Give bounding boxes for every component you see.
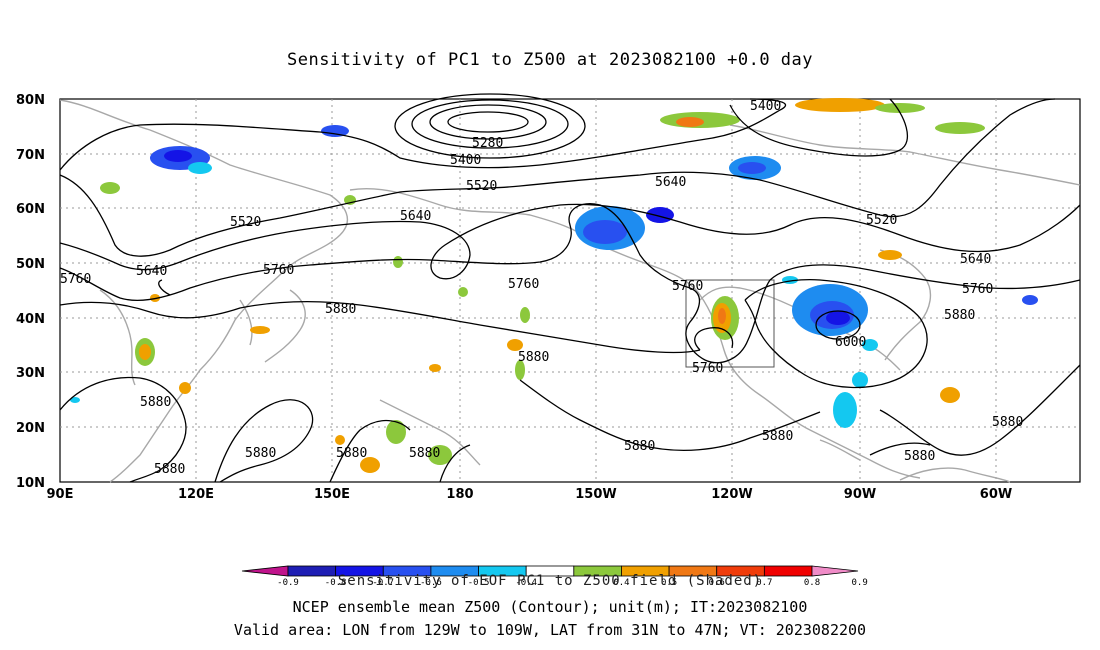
colorbar-tick-label: 0.7 — [756, 578, 772, 588]
lat-label: 50N — [16, 257, 45, 272]
footer-line-1: Sensitivity of EOF PC1 to Z500 field (Sh… — [337, 573, 763, 589]
colorbar-tick-label: -0.6 — [420, 578, 442, 588]
contour-label: 5880 — [336, 446, 367, 461]
chart-title: Sensitivity of PC1 to Z500 at 2023082100… — [286, 50, 813, 70]
contour-label: 5520 — [866, 213, 897, 228]
lon-label: 60W — [980, 487, 1012, 502]
gridlines — [60, 99, 1080, 482]
contour-label: 6000 — [835, 335, 866, 350]
contour-label: 5760 — [263, 263, 294, 278]
contour-label: 5880 — [624, 439, 655, 454]
contour-label: 5880 — [518, 350, 549, 365]
contour-label: 5280 — [472, 136, 503, 151]
sensitivity-shading — [70, 98, 1038, 473]
lon-label: 150W — [575, 487, 616, 502]
coastlines — [59, 99, 1081, 483]
colorbar: -0.9 -0.8 -0.7 -0.6 -0.5 -0.4 0.4 0.5 0.6 0.7 0.8 0… — [241, 565, 868, 588]
contour-label: 5880 — [762, 429, 793, 444]
contour-label: 5880 — [325, 302, 356, 317]
contour-labels: 5400 5280 5400 5520 5520 5640 5640 5640 … — [60, 99, 1023, 477]
lon-label: 90W — [844, 487, 876, 502]
colorbar-tick-label: -0.9 — [277, 578, 299, 588]
lon-label: 180 — [446, 487, 473, 502]
contour-label: 5760 — [962, 282, 993, 297]
lat-label: 20N — [16, 421, 45, 436]
lat-label: 60N — [16, 202, 45, 217]
contour-label: 5400 — [450, 153, 481, 168]
contour-label: 5760 — [692, 361, 723, 376]
colorbar-tick-label: -0.7 — [372, 578, 394, 588]
footer-line-2: NCEP ensemble mean Z500 (Contour); unit(… — [292, 598, 808, 616]
contour-label: 5880 — [140, 395, 171, 410]
colorbar-tick-label: 0.9 — [852, 578, 868, 588]
colorbar-tick-label: 0.5 — [661, 578, 677, 588]
lon-label: 150E — [314, 487, 350, 502]
colorbar-tick-label: 0.6 — [709, 578, 725, 588]
contour-label: 5880 — [245, 446, 276, 461]
contour-label: 5880 — [944, 308, 975, 323]
contour-label: 5520 — [230, 215, 261, 230]
colorbar-tick-label: -0.5 — [468, 578, 490, 588]
map-frame — [59, 98, 1081, 483]
contour-label: 5640 — [960, 252, 991, 267]
contour-label: 5880 — [992, 415, 1023, 430]
colorbar-tick-label: -0.4 — [515, 578, 537, 588]
lat-label: 10N — [16, 476, 45, 491]
colorbar-segment — [811, 565, 859, 577]
latitude-labels: 80N 70N 60N 50N 40N 30N 20N 10N — [16, 93, 45, 491]
contour-label: 5640 — [655, 175, 686, 190]
lat-label: 30N — [16, 366, 45, 381]
contour-label: 5880 — [904, 449, 935, 464]
lon-label: 90E — [47, 487, 74, 502]
contour-label: 5640 — [136, 264, 167, 279]
colorbar-tick-label: -0.8 — [325, 578, 347, 588]
lat-label: 70N — [16, 148, 45, 163]
contour-label: 5760 — [672, 279, 703, 294]
contour-label: 5880 — [154, 462, 185, 477]
valid-area-box — [685, 279, 775, 368]
z500-contours — [59, 93, 1081, 483]
lon-label: 120E — [178, 487, 214, 502]
lat-label: 40N — [16, 312, 45, 327]
contour-label: 5640 — [400, 209, 431, 224]
lon-label: 120W — [711, 487, 752, 502]
colorbar-tick-label: 0.8 — [804, 578, 820, 588]
longitude-labels: 90E 120E 150E 180 150W 120W 90W 60W — [47, 487, 1013, 502]
contour-label: 5760 — [60, 272, 91, 287]
contour-label: 5760 — [508, 277, 539, 292]
lat-label: 80N — [16, 93, 45, 108]
contour-label: 5880 — [409, 446, 440, 461]
contour-label: 5400 — [750, 99, 781, 114]
footer-line-3: Valid area: LON from 129W to 109W, LAT f… — [233, 621, 867, 639]
contour-label: 5520 — [466, 179, 497, 194]
colorbar-tick-label: 0.4 — [613, 578, 629, 588]
